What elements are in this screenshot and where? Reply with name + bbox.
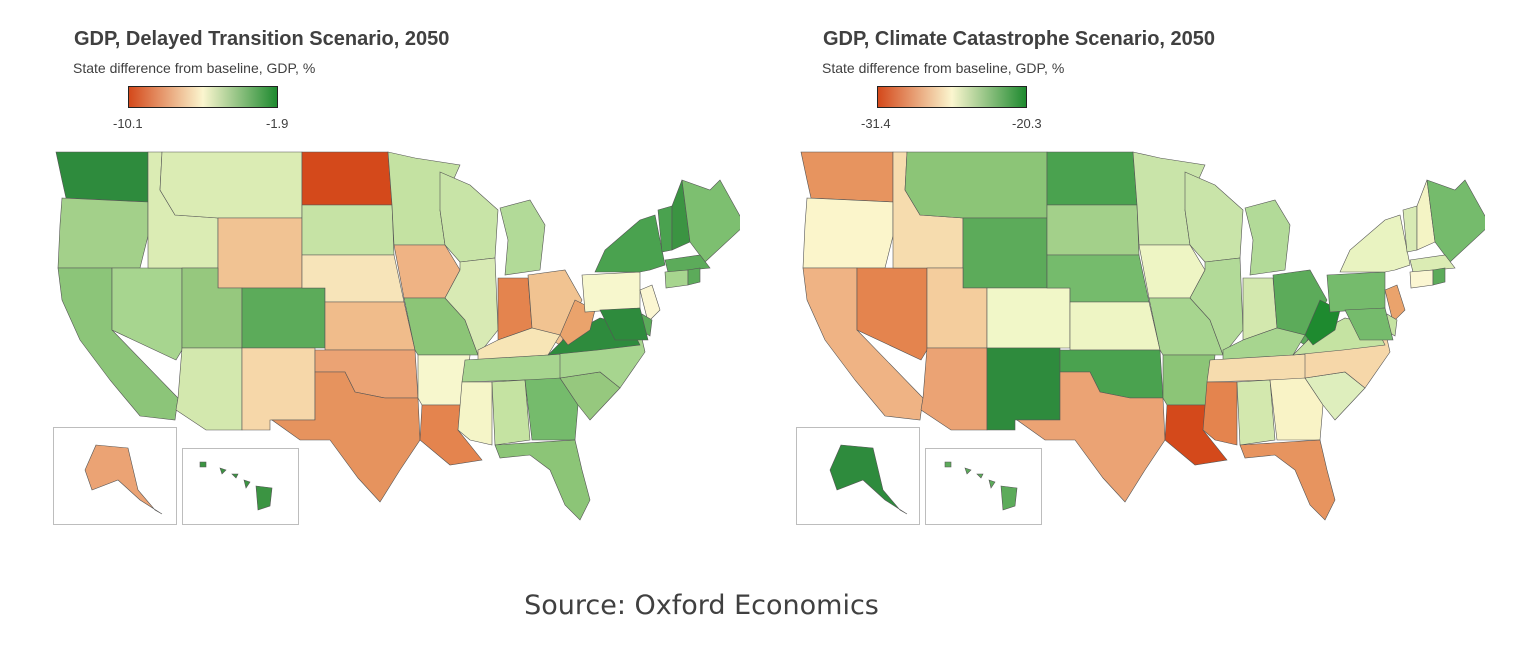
map-panel-climate-catastrophe: GDP, Climate Catastrophe Scenario, 2050 … <box>745 0 1485 540</box>
state-hi <box>944 461 1018 511</box>
state-ga <box>524 377 579 441</box>
state-ma <box>664 254 711 273</box>
legend-max-label: -1.9 <box>266 116 289 131</box>
legend-min-label: -31.4 <box>861 116 891 131</box>
hawaii-inset <box>925 448 1042 525</box>
us-states-map <box>55 151 740 521</box>
legend-min-label: -10.1 <box>113 116 143 131</box>
state-tx <box>1016 371 1166 503</box>
state-nm <box>241 347 316 431</box>
inset-states <box>829 444 1018 515</box>
state-fl <box>494 439 591 521</box>
state-ny <box>1339 214 1411 273</box>
state-ma <box>1409 254 1456 273</box>
state-ga <box>1269 377 1324 441</box>
state-al <box>491 379 531 446</box>
state-md <box>1344 307 1394 341</box>
state-hi <box>199 461 273 511</box>
state-md <box>599 307 649 341</box>
state-al <box>1236 379 1276 446</box>
state-ri <box>687 267 701 286</box>
state-il <box>444 257 499 356</box>
state-ri <box>1432 267 1446 286</box>
us-states-map <box>800 151 1485 521</box>
state-nj <box>1384 284 1406 323</box>
color-scale-legend <box>128 86 278 108</box>
state-il <box>1189 257 1244 356</box>
state-nm <box>986 347 1061 431</box>
state-me <box>681 179 740 263</box>
hawaii-inset <box>182 448 299 525</box>
map-title: GDP, Climate Catastrophe Scenario, 2050 <box>823 28 1216 50</box>
state-ak <box>84 444 163 515</box>
state-tx <box>271 371 421 503</box>
map-subtitle: State difference from baseline, GDP, % <box>822 60 1065 76</box>
state-me <box>1426 179 1485 263</box>
source-note: Source: Oxford Economics <box>524 590 879 621</box>
state-ms <box>457 381 493 446</box>
inset-states <box>84 444 273 515</box>
state-mi <box>499 199 546 276</box>
state-mi <box>1244 199 1291 276</box>
state-ak <box>829 444 908 515</box>
map-title: GDP, Delayed Transition Scenario, 2050 <box>74 28 450 50</box>
state-nj <box>639 284 661 323</box>
state-fl <box>1239 439 1336 521</box>
map-panel-delayed-transition: GDP, Delayed Transition Scenario, 2050 S… <box>0 0 740 540</box>
legend-max-label: -20.3 <box>1012 116 1042 131</box>
state-ms <box>1202 381 1238 446</box>
state-ny <box>594 214 666 273</box>
map-subtitle: State difference from baseline, GDP, % <box>73 60 316 76</box>
color-scale-legend <box>877 86 1027 108</box>
